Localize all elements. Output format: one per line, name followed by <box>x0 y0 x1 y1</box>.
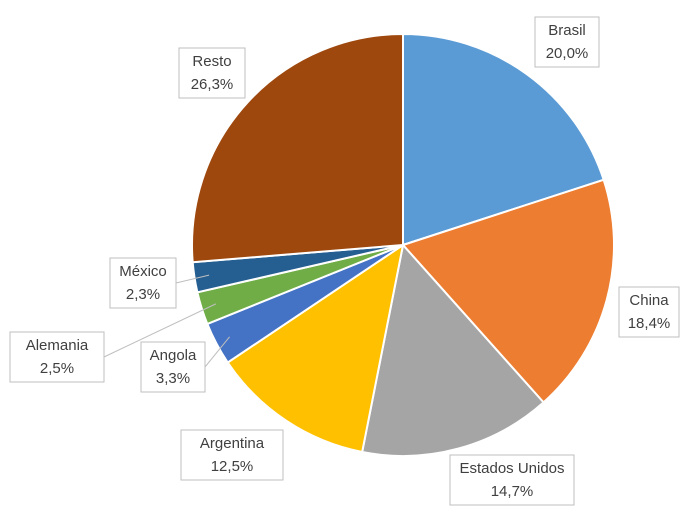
label-box <box>178 47 246 99</box>
category-label: China <box>629 292 669 309</box>
value-label: 12,5% <box>211 458 254 475</box>
pie-slice <box>226 242 405 454</box>
value-label: 2,5% <box>40 360 74 377</box>
category-label: Angola <box>150 347 197 364</box>
pie-slice <box>191 32 404 264</box>
category-label: Argentina <box>200 435 265 452</box>
pie-slice <box>402 32 605 247</box>
category-label: Brasil <box>548 22 586 39</box>
value-label: 14,7% <box>491 483 534 500</box>
label-box <box>180 429 284 481</box>
pie-slice <box>401 178 615 404</box>
label-box <box>534 16 600 68</box>
label-box <box>449 454 575 506</box>
value-label: 18,4% <box>628 315 671 332</box>
leader-line <box>175 274 210 284</box>
category-label: Estados Unidos <box>459 460 564 477</box>
category-label: Resto <box>192 53 231 70</box>
category-label: Alemania <box>26 337 89 354</box>
category-label: México <box>119 263 167 280</box>
label-box <box>9 331 105 383</box>
leader-line <box>103 303 217 358</box>
pie-slice <box>360 242 545 457</box>
label-box <box>618 286 680 338</box>
label-box <box>109 257 177 309</box>
value-label: 2,3% <box>126 286 160 303</box>
leader-line <box>204 336 230 368</box>
value-label: 26,3% <box>191 76 234 93</box>
value-label: 20,0% <box>546 45 589 62</box>
value-label: 3,3% <box>156 370 190 387</box>
label-box <box>140 341 206 393</box>
